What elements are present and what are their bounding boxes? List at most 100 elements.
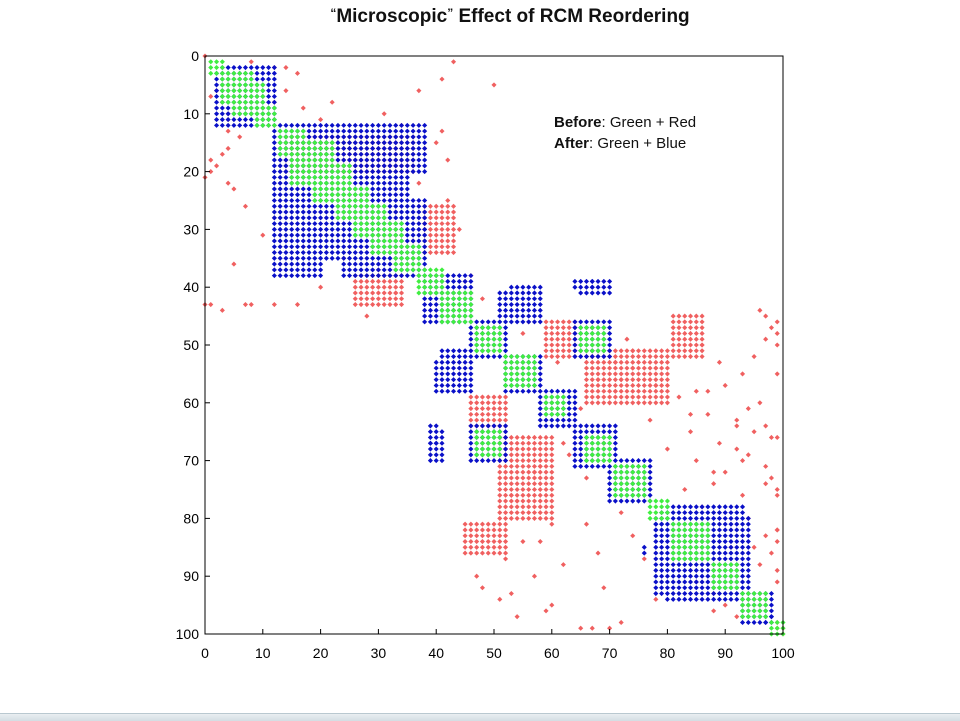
green-nonzero-point [306, 140, 312, 146]
red-nonzero-point [503, 504, 509, 510]
blue-nonzero-point [445, 273, 451, 279]
blue-nonzero-point [323, 134, 329, 140]
blue-nonzero-point [271, 151, 277, 157]
blue-nonzero-point [572, 400, 578, 406]
blue-nonzero-point [543, 388, 549, 394]
blue-nonzero-point [445, 371, 451, 377]
green-nonzero-point [381, 203, 387, 209]
blue-nonzero-point [260, 65, 266, 71]
blue-nonzero-point [422, 215, 428, 221]
green-nonzero-point [294, 163, 301, 169]
blue-nonzero-point [271, 82, 277, 88]
green-nonzero-point [393, 244, 399, 250]
blue-nonzero-point [745, 533, 751, 539]
red-nonzero-point [543, 510, 549, 516]
green-nonzero-point [450, 319, 457, 325]
red-nonzero-point [734, 446, 740, 452]
blue-nonzero-point [739, 527, 746, 533]
blue-nonzero-point [271, 232, 277, 238]
red-nonzero-point [693, 458, 699, 464]
green-nonzero-point [728, 585, 734, 591]
blue-nonzero-point [283, 244, 289, 250]
blue-nonzero-point [346, 238, 353, 244]
red-nonzero-point [387, 290, 393, 296]
green-nonzero-point [468, 301, 474, 308]
green-nonzero-point [485, 434, 491, 441]
blue-nonzero-point [271, 249, 277, 256]
blue-nonzero-point [520, 388, 526, 394]
blue-nonzero-point [682, 510, 688, 516]
blue-nonzero-point [375, 157, 381, 163]
green-nonzero-point [607, 434, 613, 441]
green-nonzero-point [491, 342, 497, 348]
red-nonzero-point [508, 481, 514, 487]
blue-nonzero-point [664, 521, 670, 527]
green-nonzero-point [254, 122, 260, 128]
red-nonzero-point [607, 382, 613, 389]
green-nonzero-point [503, 382, 509, 389]
blue-nonzero-point [537, 411, 543, 417]
red-nonzero-point [485, 394, 491, 400]
green-nonzero-point [283, 140, 289, 146]
blue-nonzero-point [381, 186, 387, 192]
green-nonzero-point [370, 209, 376, 215]
blue-nonzero-point [728, 527, 734, 533]
green-nonzero-point [358, 192, 364, 198]
blue-nonzero-point [306, 209, 312, 215]
green-nonzero-point [479, 434, 485, 441]
blue-nonzero-point [387, 163, 393, 169]
red-nonzero-point [676, 342, 682, 348]
green-nonzero-point [659, 504, 665, 510]
red-nonzero-point [219, 151, 225, 157]
blue-nonzero-point [503, 325, 509, 331]
red-nonzero-point [398, 296, 405, 302]
red-nonzero-point [537, 515, 543, 521]
green-nonzero-point [306, 151, 312, 157]
red-nonzero-point [503, 475, 509, 481]
green-nonzero-point [497, 336, 503, 342]
blue-nonzero-point [676, 573, 682, 579]
red-nonzero-point [774, 527, 780, 533]
blue-nonzero-point [578, 463, 584, 469]
green-nonzero-point [693, 556, 699, 562]
blue-nonzero-point [318, 238, 324, 244]
green-nonzero-point [468, 319, 474, 325]
green-nonzero-point [370, 203, 376, 209]
blue-nonzero-point [370, 140, 376, 146]
blue-nonzero-point [676, 596, 682, 602]
green-nonzero-point [705, 538, 711, 545]
blue-nonzero-point [410, 226, 416, 232]
green-nonzero-point [404, 267, 410, 273]
red-nonzero-point [381, 296, 387, 302]
red-nonzero-point [560, 348, 566, 354]
green-nonzero-point [601, 348, 607, 354]
blue-nonzero-point [277, 232, 283, 238]
blue-nonzero-point [271, 88, 277, 94]
green-nonzero-point [601, 452, 607, 458]
blue-nonzero-point [242, 117, 249, 123]
blue-nonzero-point [433, 296, 439, 302]
blue-nonzero-point [364, 157, 370, 163]
green-nonzero-point [520, 354, 526, 360]
red-nonzero-point [271, 301, 277, 308]
red-nonzero-point [745, 406, 751, 412]
blue-nonzero-point [716, 556, 722, 562]
blue-nonzero-point [734, 510, 740, 516]
green-nonzero-point [341, 215, 347, 221]
red-nonzero-point [237, 134, 243, 140]
red-nonzero-point [682, 354, 688, 360]
blue-nonzero-point [445, 382, 451, 389]
blue-nonzero-point [456, 365, 462, 371]
blue-nonzero-point [433, 319, 439, 325]
blue-nonzero-point [433, 388, 439, 394]
red-nonzero-point [508, 498, 514, 504]
green-nonzero-point [323, 186, 329, 192]
green-nonzero-point [266, 105, 272, 111]
red-nonzero-point [445, 244, 451, 250]
green-nonzero-point [398, 255, 405, 261]
blue-nonzero-point [422, 301, 428, 308]
green-nonzero-point [491, 336, 497, 342]
green-nonzero-point [335, 163, 341, 169]
red-nonzero-point [653, 348, 659, 354]
green-nonzero-point [728, 567, 734, 573]
